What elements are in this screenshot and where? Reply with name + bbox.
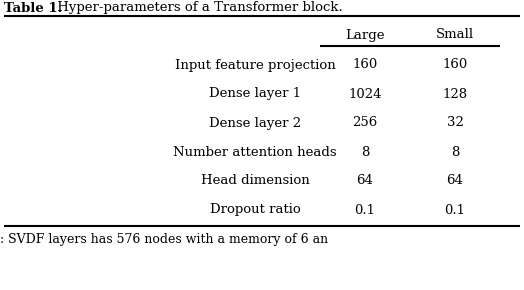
Text: Head dimension: Head dimension (201, 175, 309, 188)
Text: Hyper-parameters of a Transformer block.: Hyper-parameters of a Transformer block. (53, 1, 343, 14)
Text: Dense layer 2: Dense layer 2 (209, 117, 301, 130)
Text: 32: 32 (446, 117, 463, 130)
Text: 128: 128 (442, 88, 467, 101)
Text: Dense layer 1: Dense layer 1 (209, 88, 301, 101)
Text: 0.1: 0.1 (444, 204, 465, 217)
Text: 8: 8 (361, 146, 369, 159)
Text: 64: 64 (356, 175, 374, 188)
Text: Table 1.: Table 1. (4, 1, 62, 14)
Text: 160: 160 (352, 59, 378, 72)
Text: Input feature projection: Input feature projection (174, 59, 335, 72)
Text: Small: Small (436, 28, 474, 41)
Text: Number attention heads: Number attention heads (173, 146, 337, 159)
Text: Dropout ratio: Dropout ratio (210, 204, 300, 217)
Text: 1024: 1024 (348, 88, 382, 101)
Text: 64: 64 (446, 175, 463, 188)
Text: : SVDF layers has 576 nodes with a memory of 6 an: : SVDF layers has 576 nodes with a memor… (0, 233, 328, 246)
Text: Large: Large (345, 28, 385, 41)
Text: 160: 160 (442, 59, 467, 72)
Text: 256: 256 (352, 117, 378, 130)
Text: 0.1: 0.1 (355, 204, 376, 217)
Text: 8: 8 (451, 146, 459, 159)
